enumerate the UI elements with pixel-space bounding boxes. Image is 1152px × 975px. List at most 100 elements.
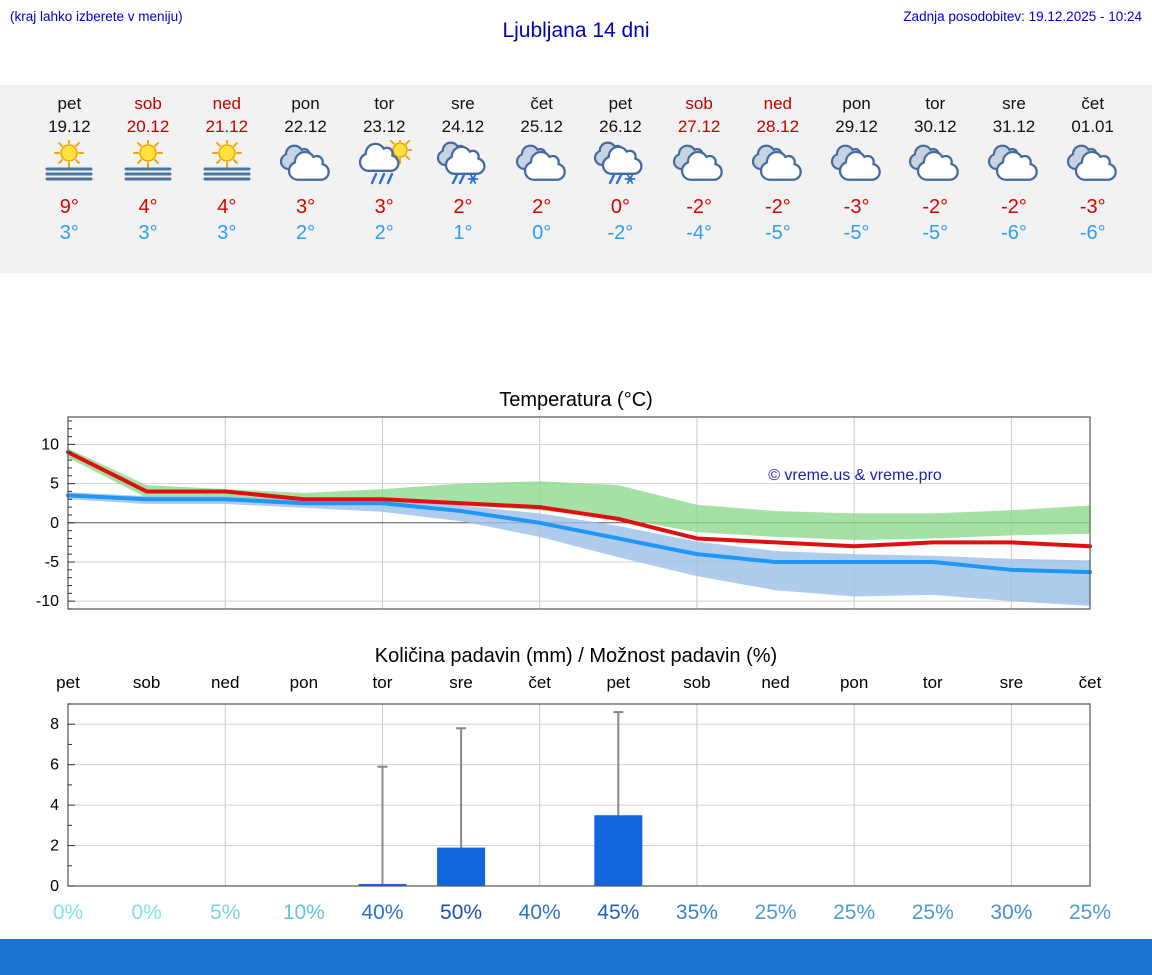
cloudy-icon [515,144,566,181]
high-temp: 4° [217,196,237,218]
day-date: 22.12 [284,117,327,136]
low-temp: -5° [764,222,791,244]
weather-icon-wrap [30,138,109,190]
day-date: 19.12 [48,117,91,136]
svg-text:4: 4 [50,797,59,814]
day-name: tor [374,94,395,113]
forecast-day: sob 20.12 4° 3° [109,93,188,273]
precip-day-label: čet [1078,673,1102,692]
forecast-day: tor 23.12 3° 2° [345,93,424,273]
high-temp: 0° [610,196,630,218]
precip-day-label: pet [56,673,80,692]
high-temp: 4° [138,196,158,218]
day-name: tor [925,94,946,113]
weather-icon-wrap [1053,140,1132,190]
low-temp: -2° [607,222,634,244]
sun_fog-icon [124,138,172,181]
precip-probability-label: 35% [675,901,718,924]
low-temp: -6° [1079,222,1106,244]
high-temp: -2° [922,196,949,218]
weather-icon-wrap [660,140,739,190]
sun_fog-icon [203,138,251,181]
precip-day-label: čet [528,673,552,692]
low-temp: -6° [1001,222,1027,244]
day-name: pon [291,94,320,113]
day-date: 21.12 [205,117,249,136]
sun_shower-icon [359,136,415,185]
precip-probability-label: 45% [597,901,640,924]
forecast-day: pet 19.12 9° 3° [30,93,109,273]
weather-icon-wrap [581,140,660,190]
day-date: 30.12 [913,117,957,136]
sun_fog-icon [45,138,93,181]
precip-day-label: sob [132,673,161,692]
precip-day-label: tor [372,673,393,692]
weather-icon-wrap [187,138,266,190]
high-temp: -2° [764,196,791,218]
svg-text:8: 8 [50,716,59,733]
forecast-day: sre 31.12 -2° -6° [975,93,1054,273]
weather-icon-wrap [738,140,817,190]
low-temp: 3° [138,222,158,244]
svg-text:10: 10 [41,436,59,453]
weather-icon-wrap [345,136,424,190]
cloudy-icon [751,144,802,181]
page-title: Ljubljana 14 dni [502,19,650,42]
precipitation-day-labels: pet sob ned pon tor sre čet pet sob ned pon tor sre č… [0,673,1152,695]
low-temp: 1° [453,222,473,244]
forecast-day: sre 24.12 2° 1° [424,93,503,273]
forecast-day: čet 01.01 -3° -6° [1053,93,1132,273]
temperature-chart-svg: -10 -5 0 5 10 © vreme.us & vreme.pro [36,416,1092,610]
day-name: čet [530,94,554,113]
high-temp: 2° [532,196,552,218]
cloudy-icon [279,144,330,181]
low-temp: 3° [217,222,237,244]
day-date: 26.12 [599,117,642,136]
temperature-chart-title: Temperatura (°C) [499,389,653,411]
precip-day-label: sre [999,673,1024,692]
svg-text:5: 5 [50,476,59,493]
forecast-day: ned 28.12 -2° -5° [738,93,817,273]
forecast-day: tor 30.12 -2° -5° [896,93,975,273]
precip-probability-label: 50% [440,901,483,924]
high-temp: -2° [1001,196,1027,218]
location-menu-hint: (kraj lahko izberete v meniju) [10,9,183,24]
low-temp: 2° [295,222,316,244]
cloudy-icon [987,144,1038,181]
day-date: 27.12 [677,117,721,136]
temperature-chart: -10 -5 0 5 10 © vreme.us & vreme.pro [0,412,1152,618]
day-date: 31.12 [992,117,1036,136]
day-date: 28.12 [756,117,800,136]
precip-probability-label: 25% [911,901,954,924]
precip-day-label: sob [683,673,711,692]
high-temp: 3° [295,196,316,218]
day-name: pon [842,94,871,113]
precip-day-label: tor [922,673,943,692]
high-temp: 2° [453,196,473,218]
forecast-day: sob 27.12 -2° -4° [660,93,739,273]
day-date: 29.12 [835,117,878,136]
low-temp: 2° [374,222,394,244]
forecast-day: čet 25.12 2° 0° [502,93,581,273]
high-temp: -3° [1079,196,1106,218]
weather-icon-wrap [424,140,503,190]
precipitation-probability-row: 0% 0% 5% 10% 40% 50% 40% 45% 35% 25% 25% 25% 30% 25% [0,901,1152,929]
day-name: sre [451,94,475,113]
precip-day-label: ned [761,673,790,692]
cloudy-icon [673,144,723,181]
forecast-day: pon 22.12 3° 2° [266,93,345,273]
high-temp: 3° [374,196,394,218]
forecast-strip: pet 19.12 9° 3° sob 20.12 4° 3° ned 21.12 4° 3° pon 2… [0,85,1152,273]
footer-bar [0,939,1152,975]
high-temp: -3° [843,196,870,218]
low-temp: 3° [59,222,79,244]
precip-probability-label: 25% [754,901,797,924]
forecast-day: pet 26.12 0° -2° [581,93,660,273]
svg-text:-5: -5 [45,554,59,571]
precip-probability-label: 0% [52,901,84,924]
weather-icon-wrap [502,140,581,190]
day-date: 20.12 [126,117,170,136]
precipitation-chart-title: Količina padavin (mm) / Možnost padavin … [374,645,778,667]
precip-probability-label: 25% [1068,901,1112,924]
day-name: sre [1002,94,1026,113]
